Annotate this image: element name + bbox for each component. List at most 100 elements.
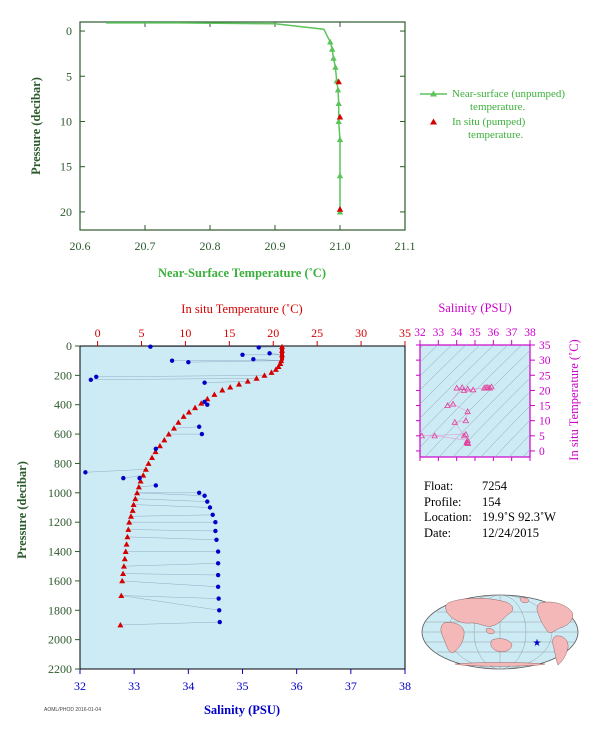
salinity-point xyxy=(256,345,261,350)
ts-temperature-tick-label: 0 xyxy=(539,446,545,458)
top-legend: Near-surface (unpumped) temperature. In … xyxy=(420,88,565,141)
temperature-point xyxy=(125,526,132,532)
salinity-point xyxy=(251,357,256,362)
salinity-point xyxy=(205,402,210,407)
ts-point xyxy=(462,430,470,437)
salinity-point xyxy=(186,359,191,365)
location-value: 19.9˚S 92.3˚W xyxy=(482,510,556,524)
footer-text: AOML/PHOD 2016-01-04 xyxy=(44,707,101,713)
salinity-point xyxy=(94,374,99,380)
ts-point xyxy=(462,417,470,424)
ts-point xyxy=(469,386,477,393)
near-surface-point xyxy=(334,86,342,93)
temperature-tick-label: 10 xyxy=(179,326,191,340)
salinity-point xyxy=(169,358,175,363)
near-surface-point xyxy=(336,172,344,179)
temperature-point xyxy=(227,384,234,390)
temperature-point xyxy=(235,381,242,387)
salinity-tick-label: 32 xyxy=(74,679,86,693)
salinity-point xyxy=(267,351,272,356)
top-y-tick-label: 10 xyxy=(60,114,72,128)
pressure-ticks: 0 200 400 600 800 1000 1200 1400 1600 1800 2000 220… xyxy=(48,339,80,676)
ts-point xyxy=(420,432,426,439)
salinity-point xyxy=(196,490,202,496)
top-x-axis-label: Near-Surface Temperature (˚C) xyxy=(158,266,326,280)
top-x-tick-label: 20.6 xyxy=(70,239,91,253)
near-surface-point xyxy=(335,100,342,106)
salinity-point xyxy=(83,470,88,475)
float-row: Float: 7254 xyxy=(424,479,556,495)
temperature-point xyxy=(279,343,286,350)
ts-salinity-tick-label: 32 xyxy=(414,327,426,339)
pressure-tick-label: 0 xyxy=(66,339,72,353)
ts-point xyxy=(458,383,466,390)
temperature-point xyxy=(120,563,127,569)
temperature-point xyxy=(122,548,129,554)
near-surface-point xyxy=(335,118,342,125)
ts-point xyxy=(488,383,495,390)
temperature-point xyxy=(244,378,251,384)
salinity-point xyxy=(217,619,222,625)
ts-salinity-label: Salinity (PSU) xyxy=(438,301,511,315)
temperature-point xyxy=(117,621,124,628)
ts-temperature-tick-label: 30 xyxy=(539,355,551,367)
location-row: Location: 19.9˚S 92.3˚W xyxy=(424,510,556,526)
ts-temperature-tick-label: 35 xyxy=(539,340,551,352)
date-row: Date: 12/24/2015 xyxy=(424,526,556,542)
salinity-point xyxy=(210,512,215,518)
temperature-point xyxy=(185,409,192,415)
ts-point xyxy=(449,400,457,407)
ts-point xyxy=(444,402,451,409)
temperature-ticks: 0 5 10 15 20 25 30 35 xyxy=(95,326,411,346)
temperature-point xyxy=(118,592,125,598)
float-label: Float: xyxy=(424,479,454,493)
salinity-point xyxy=(217,608,222,613)
profile-chart: 0 5 10 15 20 25 30 35 32 33 34 35 36 37 38 0 200 400 600… xyxy=(15,302,411,717)
ts-point xyxy=(480,384,488,391)
temperature-point xyxy=(268,369,275,375)
top-x-tick-label: 20.7 xyxy=(135,239,156,253)
ts-point xyxy=(464,439,472,446)
temperature-tick-label: 25 xyxy=(311,326,323,340)
temperature-point xyxy=(165,431,172,437)
profile-label: Profile: xyxy=(424,494,462,509)
salinity-tick-label: 36 xyxy=(291,679,303,693)
profile-row: Profile: 154 xyxy=(424,495,556,511)
pressure-tick-label: 400 xyxy=(54,398,72,412)
temperature-point xyxy=(253,375,260,381)
salinity-point xyxy=(199,431,205,437)
temperature-point xyxy=(132,495,139,502)
top-y-tick-label: 5 xyxy=(66,69,72,83)
temperature-tick-label: 15 xyxy=(223,326,235,340)
legend-surface-marker xyxy=(430,90,437,97)
salinity-point xyxy=(137,475,142,481)
salinity-point xyxy=(202,493,207,498)
ts-point xyxy=(431,432,438,439)
temperature-point xyxy=(145,460,152,466)
location-label: Location: xyxy=(424,510,472,524)
salinity-ticks: 32 33 34 35 36 37 38 xyxy=(74,669,411,693)
top-x-tick-label: 20.8 xyxy=(200,239,221,253)
salinity-point xyxy=(213,528,218,534)
temperature-point xyxy=(129,507,136,513)
temperature-point xyxy=(140,472,147,478)
temperature-point xyxy=(135,483,142,490)
salinity-point xyxy=(215,572,221,578)
salinity-point xyxy=(240,352,245,358)
temperature-point xyxy=(198,400,205,406)
top-y-tick-label: 15 xyxy=(60,160,72,174)
temperature-point xyxy=(126,519,133,525)
ts-point xyxy=(451,418,459,425)
temperature-tick-label: 20 xyxy=(267,326,279,340)
pressure-tick-label: 2200 xyxy=(48,662,72,676)
ts-point xyxy=(464,385,471,392)
temperature-point xyxy=(134,489,141,496)
temperature-point xyxy=(127,513,134,519)
ts-salinity-tick-label: 33 xyxy=(433,327,445,339)
top-y-axis-label: Pressure (decibar) xyxy=(29,77,43,175)
legend-insitu-text: In situ (pumped) temperature. xyxy=(452,116,528,141)
salinity-point xyxy=(153,446,159,451)
salinity-point xyxy=(88,377,94,382)
salinity-tick-label: 38 xyxy=(399,679,411,693)
